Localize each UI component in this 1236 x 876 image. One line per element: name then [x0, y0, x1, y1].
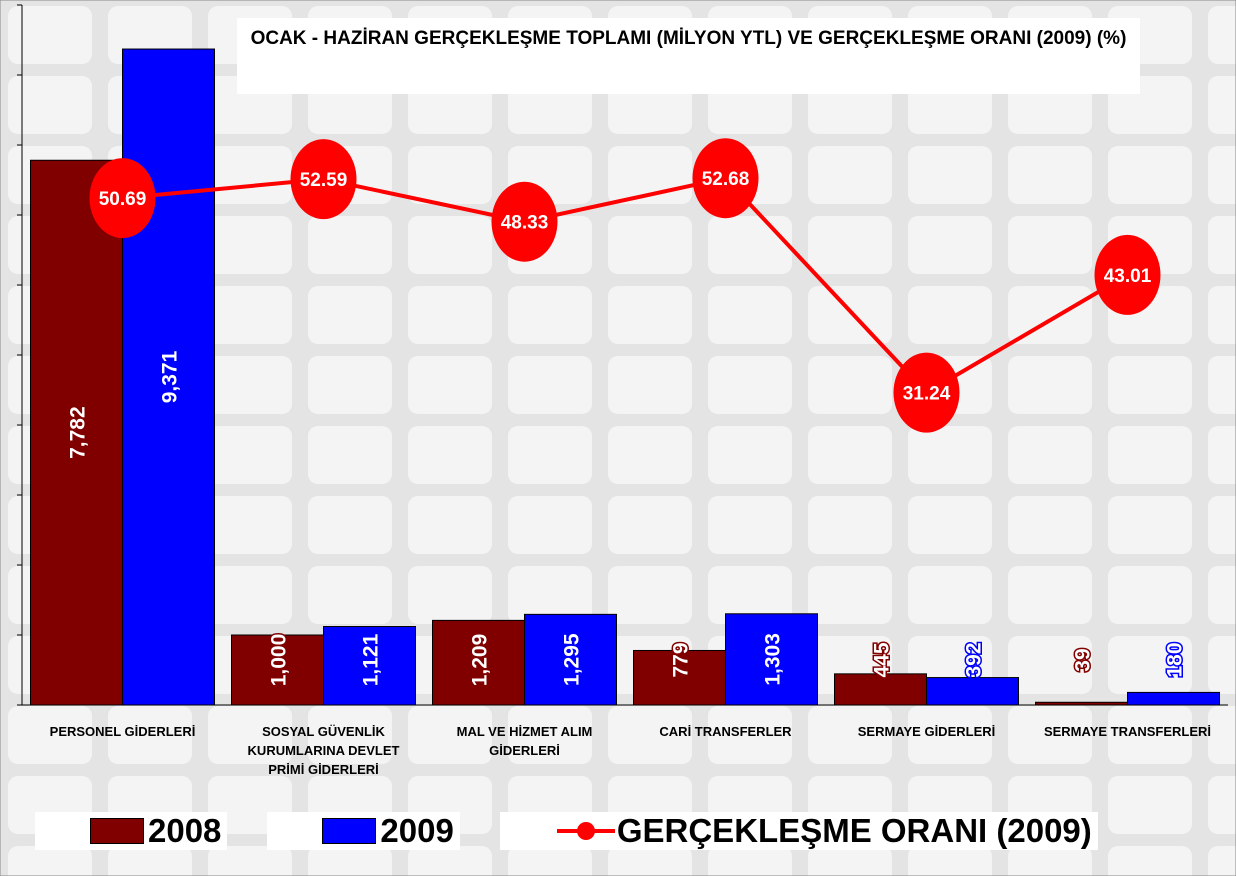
- data-label: 392: [963, 642, 986, 677]
- bar: [633, 649, 726, 706]
- data-label: 1,295: [561, 633, 584, 686]
- line-marker: [89, 158, 156, 239]
- legend-label: 2008: [148, 812, 222, 849]
- bar: [524, 613, 617, 706]
- data-label: 43.01: [1104, 266, 1152, 287]
- line-marker: [692, 138, 759, 219]
- legend-swatch: [322, 818, 377, 844]
- x-tick-label: SERMAYE GİDERLERİ: [857, 724, 996, 739]
- legend-label: GERÇEKLEŞME ORANI (2009): [616, 812, 1092, 849]
- bar: [1127, 691, 1220, 706]
- data-label: 180: [1164, 642, 1187, 677]
- bar: [926, 677, 1019, 706]
- x-tick-label: CARİ TRANSFERLER: [659, 724, 792, 739]
- bar: [231, 634, 324, 706]
- legend-swatch: [556, 822, 615, 840]
- line-marker: [1094, 234, 1161, 315]
- bar: [725, 613, 818, 706]
- bar: [30, 159, 123, 706]
- bar: [122, 48, 215, 706]
- data-label: 1,303: [762, 633, 785, 686]
- bar: [834, 673, 927, 706]
- data-label: 1,121: [360, 633, 383, 686]
- line-marker: [491, 181, 558, 262]
- x-tick-label: SERMAYE TRANSFERLERİ: [1043, 724, 1212, 739]
- data-label: 1,209: [469, 634, 492, 687]
- data-label: 1,000: [268, 634, 291, 687]
- legend-swatch: [90, 818, 144, 844]
- data-label: 445: [871, 642, 894, 677]
- data-label: 779: [670, 642, 693, 677]
- legend-item: GERÇEKLEŞME ORANI (2009): [499, 812, 1098, 850]
- chart-title: OCAK - HAZİRAN GERÇEKLEŞME TOPLAMI (MİLY…: [237, 18, 1140, 94]
- legend: 2008 2009 GERÇEKLEŞME ORANI (2009): [35, 806, 1200, 856]
- x-tick-label: SOSYAL GÜVENLİK KURUMLARINA DEVLET PRİMİ…: [247, 724, 400, 777]
- legend-item: 2009: [267, 812, 460, 850]
- data-label: 50.69: [99, 189, 147, 210]
- legend-marker: [576, 822, 595, 840]
- data-label: 9,371: [159, 350, 182, 403]
- data-label: 48.33: [501, 213, 549, 234]
- data-label: 52.59: [300, 170, 348, 191]
- line-marker: [290, 139, 357, 220]
- x-tick-label: PERSONEL GİDERLERİ: [49, 724, 196, 739]
- bar: [432, 619, 525, 706]
- data-label: 7,782: [67, 406, 90, 459]
- legend-label: 2009: [380, 812, 454, 849]
- data-label: 39: [1072, 648, 1095, 671]
- data-label: 31.24: [903, 384, 951, 405]
- line-marker: [893, 352, 960, 433]
- legend-item: 2008: [35, 812, 228, 850]
- bar: [323, 626, 416, 706]
- line: [122, 176, 1129, 396]
- bar: [1035, 701, 1128, 706]
- x-tick-label: MAL VE HİZMET ALIM GİDERLERİ: [456, 724, 593, 758]
- data-label: 52.68: [702, 169, 750, 190]
